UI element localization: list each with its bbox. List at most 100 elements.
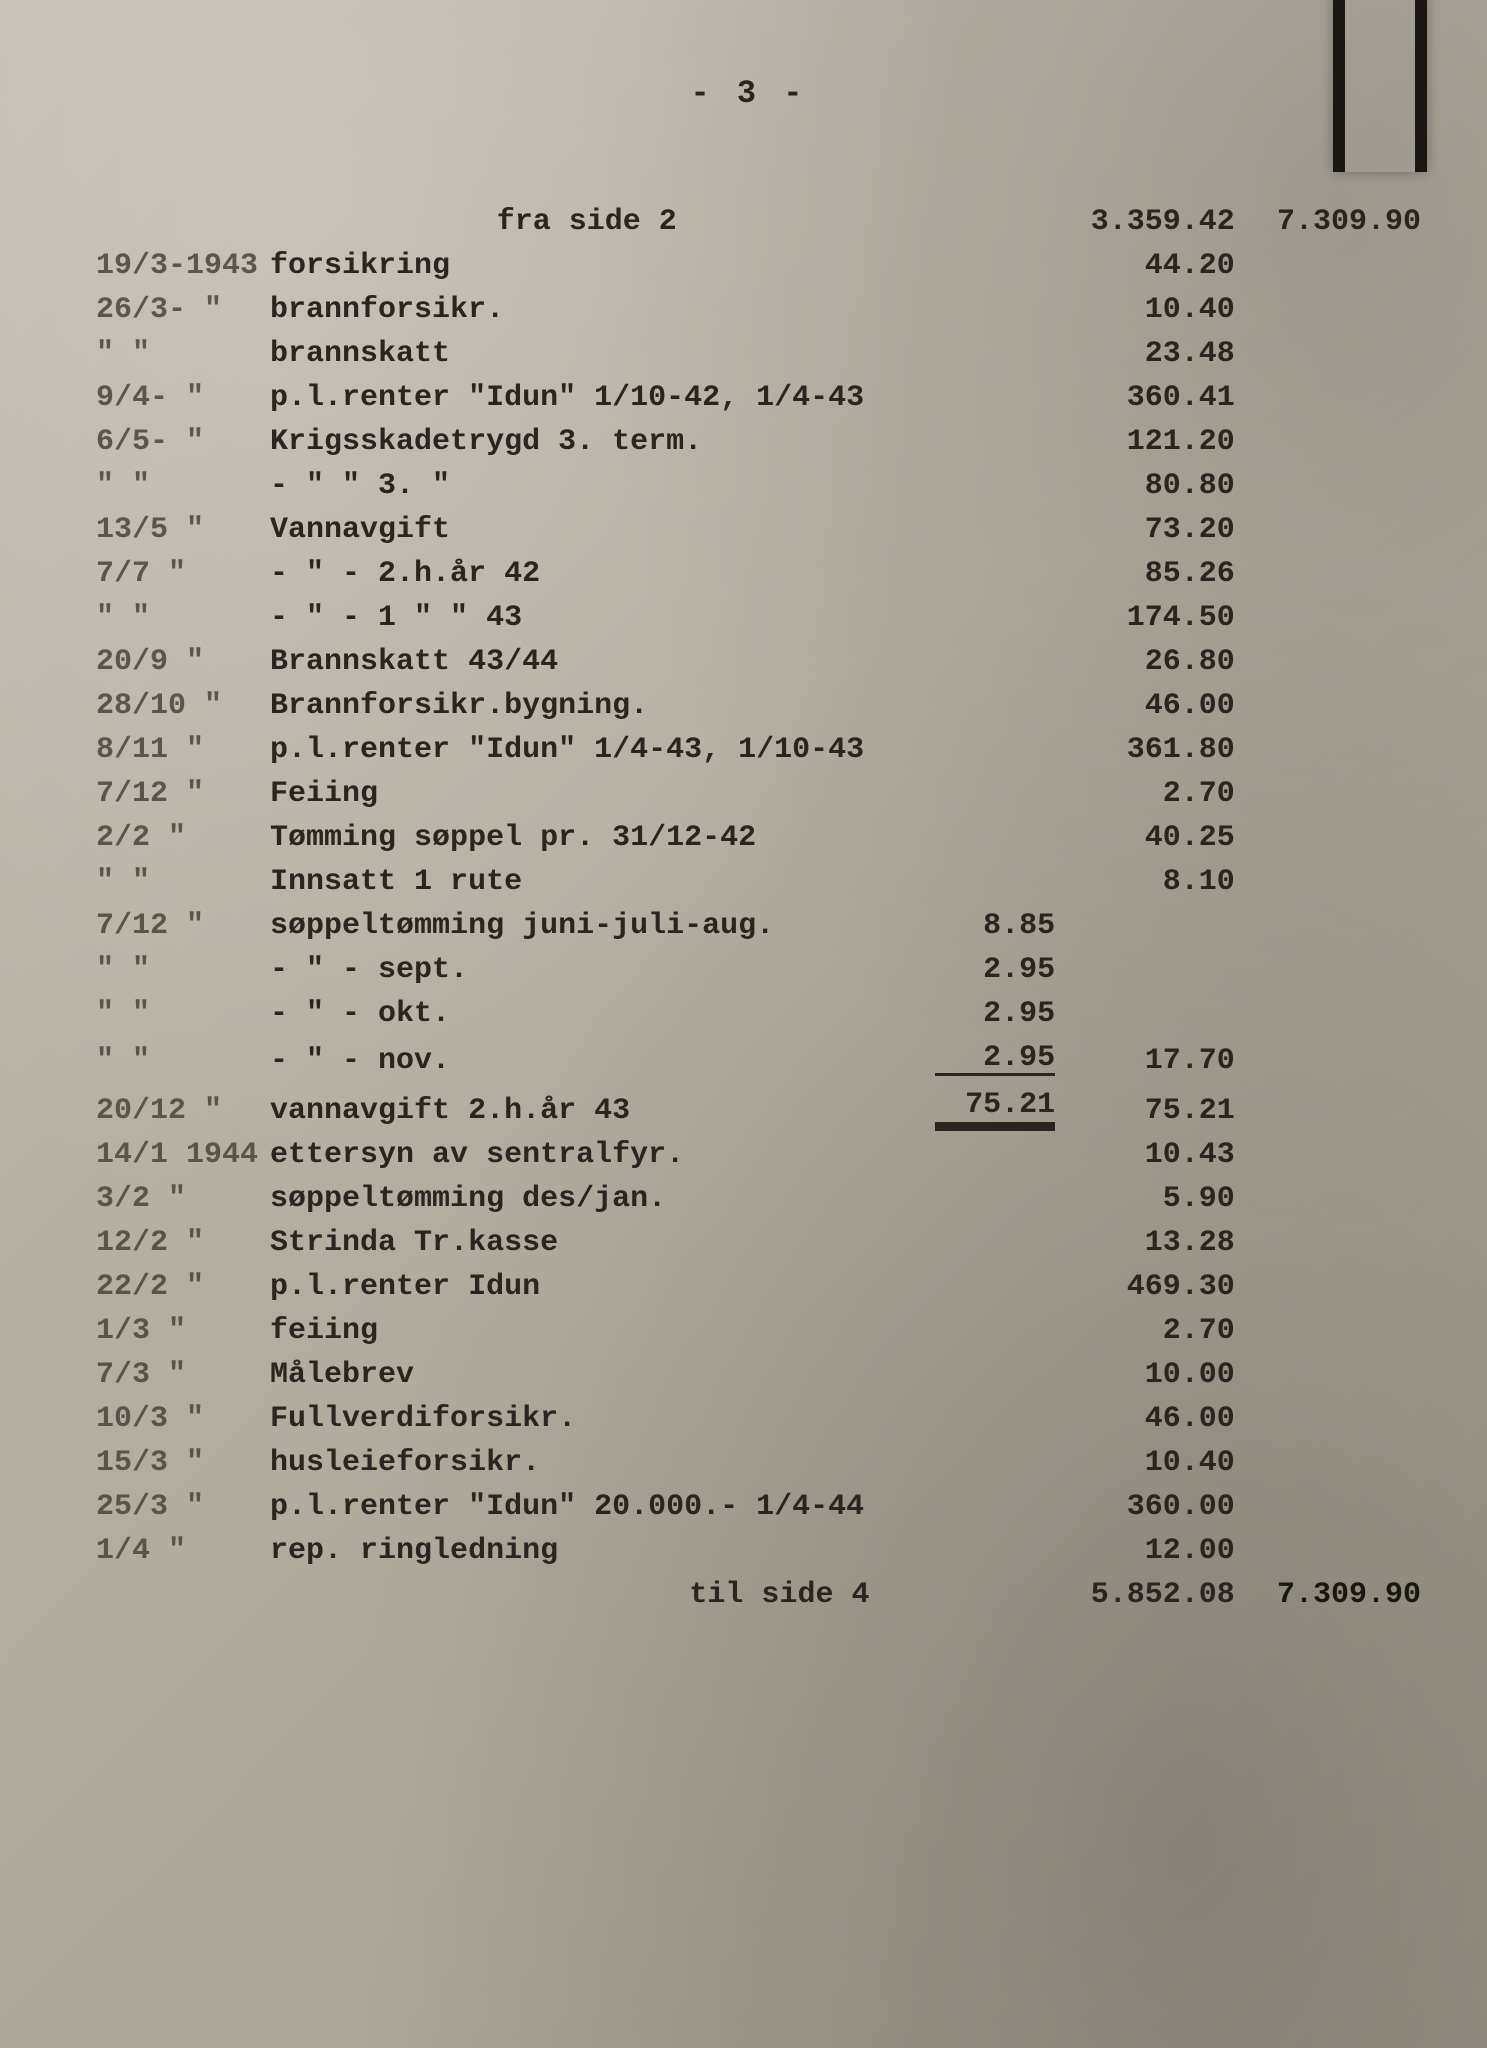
ledger-row: 7/12 "Feiing2.70 <box>90 772 1427 816</box>
entry-description: husleieforsikr. <box>264 1441 909 1485</box>
entry-subamount <box>909 640 1061 684</box>
entry-subamount <box>909 420 1061 464</box>
entry-subamount <box>909 1397 1061 1441</box>
entry-total <box>1241 772 1427 816</box>
entry-total <box>1241 1397 1427 1441</box>
entry-amount: 17.70 <box>1061 1036 1241 1083</box>
entry-date: " " <box>90 596 264 640</box>
entry-amount: 2.70 <box>1061 772 1241 816</box>
entry-total <box>1241 816 1427 860</box>
entry-date: 7/7 " <box>90 552 264 596</box>
ledger-row: " "brannskatt23.48 <box>90 332 1427 376</box>
entry-total <box>1241 596 1427 640</box>
entry-description: ettersyn av sentralfyr. <box>264 1133 909 1177</box>
entry-description: Feiing <box>264 772 909 816</box>
entry-description: forsikring <box>264 244 909 288</box>
entry-date: " " <box>90 464 264 508</box>
ledger-row: 19/3-1943forsikring44.20 <box>90 244 1427 288</box>
heading-amount: 3.359.42 <box>1061 200 1241 244</box>
entry-total <box>1241 332 1427 376</box>
ledger-row: " "- " - okt.2.95 <box>90 992 1427 1036</box>
entry-total <box>1241 1309 1427 1353</box>
entry-total <box>1241 420 1427 464</box>
entry-amount: 121.20 <box>1061 420 1241 464</box>
entry-description: Målebrev <box>264 1353 909 1397</box>
ledger-row: 10/3 "Fullverdiforsikr.46.00 <box>90 1397 1427 1441</box>
entry-date: 20/9 " <box>90 640 264 684</box>
ledger-table: fra side 2 3.359.42 7.309.90 19/3-1943fo… <box>90 200 1427 1617</box>
page-number: - 3 - <box>70 75 1427 112</box>
entry-subamount <box>909 1265 1061 1309</box>
entry-description: p.l.renter Idun <box>264 1265 909 1309</box>
entry-total <box>1241 1265 1427 1309</box>
entry-subamount <box>909 464 1061 508</box>
entry-date: 8/11 " <box>90 728 264 772</box>
entry-description: rep. ringledning <box>264 1529 909 1573</box>
entry-amount: 12.00 <box>1061 1529 1241 1573</box>
entry-description: p.l.renter "Idun" 1/4-43, 1/10-43 <box>264 728 909 772</box>
entry-description: Brannskatt 43/44 <box>264 640 909 684</box>
entry-subamount <box>909 508 1061 552</box>
entry-amount <box>1061 992 1241 1036</box>
entry-date: 6/5- " <box>90 420 264 464</box>
ledger-row: 25/3 "p.l.renter "Idun" 20.000.- 1/4-443… <box>90 1485 1427 1529</box>
ledger-row: 3/2 "søppeltømming des/jan.5.90 <box>90 1177 1427 1221</box>
entry-subamount <box>909 1485 1061 1529</box>
entry-date: 1/4 " <box>90 1529 264 1573</box>
entry-total <box>1241 860 1427 904</box>
ledger-row: 13/5 "Vannavgift73.20 <box>90 508 1427 552</box>
footer-label: til side 4 <box>264 1573 909 1617</box>
entry-description: feiing <box>264 1309 909 1353</box>
entry-date: 28/10 " <box>90 684 264 728</box>
entry-total <box>1241 1441 1427 1485</box>
entry-amount: 10.40 <box>1061 288 1241 332</box>
entry-date: " " <box>90 332 264 376</box>
entry-description: vannavgift 2.h.år 43 <box>264 1083 909 1133</box>
carry-forward-row: fra side 2 3.359.42 7.309.90 <box>90 200 1427 244</box>
entry-total <box>1241 288 1427 332</box>
entry-amount: 26.80 <box>1061 640 1241 684</box>
entry-subamount: 2.95 <box>909 992 1061 1036</box>
ledger-row: 20/12 "vannavgift 2.h.år 4375.2175.21 <box>90 1083 1427 1133</box>
heading-label: fra side 2 <box>264 200 909 244</box>
entry-amount: 23.48 <box>1061 332 1241 376</box>
ledger-row: 28/10 "Brannforsikr.bygning.46.00 <box>90 684 1427 728</box>
entry-amount <box>1061 948 1241 992</box>
entry-description: - " - sept. <box>264 948 909 992</box>
entry-total <box>1241 464 1427 508</box>
entry-total <box>1241 1221 1427 1265</box>
entry-date: 19/3-1943 <box>90 244 264 288</box>
ledger-row: 22/2 "p.l.renter Idun469.30 <box>90 1265 1427 1309</box>
entry-total <box>1241 684 1427 728</box>
page-content: - 3 - fra side 2 3.359.42 7.309.90 19/3-… <box>70 40 1427 2008</box>
entry-amount: 174.50 <box>1061 596 1241 640</box>
entry-subamount <box>909 728 1061 772</box>
entry-date: 10/3 " <box>90 1397 264 1441</box>
entry-description: Tømming søppel pr. 31/12-42 <box>264 816 909 860</box>
entry-total <box>1241 728 1427 772</box>
entry-total <box>1241 1353 1427 1397</box>
entry-amount: 5.90 <box>1061 1177 1241 1221</box>
footer-total: 7.309.90 <box>1241 1573 1427 1617</box>
entry-subamount <box>909 596 1061 640</box>
entry-amount: 13.28 <box>1061 1221 1241 1265</box>
entry-description: Brannforsikr.bygning. <box>264 684 909 728</box>
entry-subamount <box>909 244 1061 288</box>
entry-total <box>1241 376 1427 420</box>
entry-date: " " <box>90 1036 264 1083</box>
entry-description: - " " 3. " <box>264 464 909 508</box>
ledger-row: 26/3- "brannforsikr.10.40 <box>90 288 1427 332</box>
entry-description: - " - 1 " " 43 <box>264 596 909 640</box>
entry-date: 12/2 " <box>90 1221 264 1265</box>
entry-description: søppeltømming juni-juli-aug. <box>264 904 909 948</box>
ledger-row: 7/3 "Målebrev10.00 <box>90 1353 1427 1397</box>
entry-description: brannforsikr. <box>264 288 909 332</box>
ledger-row: 12/2 "Strinda Tr.kasse13.28 <box>90 1221 1427 1265</box>
entry-description: søppeltømming des/jan. <box>264 1177 909 1221</box>
ledger-row: 14/1 1944ettersyn av sentralfyr.10.43 <box>90 1133 1427 1177</box>
ledger-row: 1/3 "feiing2.70 <box>90 1309 1427 1353</box>
entry-amount: 361.80 <box>1061 728 1241 772</box>
entry-description: - " - okt. <box>264 992 909 1036</box>
entry-subamount <box>909 1353 1061 1397</box>
entry-subamount: 8.85 <box>909 904 1061 948</box>
